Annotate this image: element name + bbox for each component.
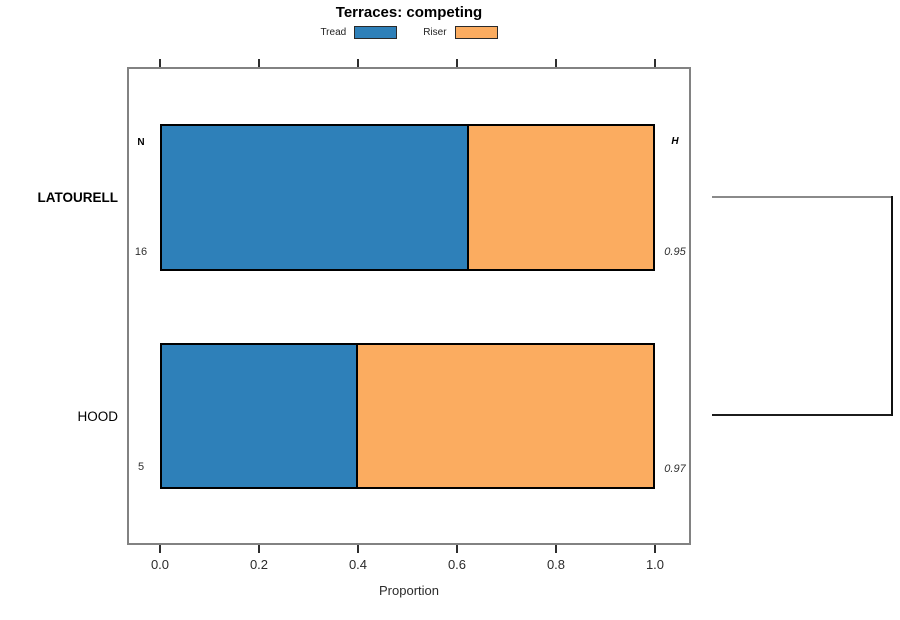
chart-title: Terraces: competing <box>335 4 483 21</box>
n-value-hood: 5 <box>137 461 145 473</box>
legend-label-tread: Tread <box>320 26 347 38</box>
x-tick-top-0.8 <box>555 59 557 67</box>
dendrogram-branch-latourell <box>712 196 893 198</box>
x-tick-label: 0.4 <box>348 557 368 572</box>
x-tick-bottom-0.0 <box>159 545 161 553</box>
legend-item-tread: Tread <box>320 25 398 39</box>
x-tick-label: 0.6 <box>447 557 467 572</box>
x-tick-top-0.0 <box>159 59 161 67</box>
h-value-latourell: 0.95 <box>664 246 686 258</box>
dendrogram-join-line <box>891 196 893 416</box>
bar-latourell-riser-segment <box>468 126 653 269</box>
legend-item-riser: Riser <box>423 25 498 39</box>
bar-latourell-tread-segment <box>162 126 469 269</box>
bar-hood-riser-segment <box>358 345 653 487</box>
dendrogram-branch-hood <box>712 414 893 416</box>
legend-label-riser: Riser <box>423 26 447 38</box>
n-value-latourell: 16 <box>134 246 148 258</box>
x-axis-title: Proportion <box>379 583 439 598</box>
category-label-latourell: LATOURELL <box>37 190 119 205</box>
x-tick-label: 0.0 <box>150 557 170 572</box>
h-value-hood: 0.97 <box>664 463 686 475</box>
x-tick-label: 0.8 <box>546 557 566 572</box>
x-tick-top-0.2 <box>258 59 260 67</box>
category-label-hood: HOOD <box>77 409 119 424</box>
x-tick-label: 1.0 <box>645 557 665 572</box>
n-column-header: N <box>137 137 145 148</box>
x-tick-bottom-1.0 <box>654 545 656 553</box>
h-column-header: H <box>671 136 679 147</box>
x-tick-top-0.6 <box>456 59 458 67</box>
x-tick-bottom-0.2 <box>258 545 260 553</box>
legend: Tread Riser <box>127 23 691 41</box>
bar-hood-tread-segment <box>162 345 359 487</box>
x-tick-bottom-0.8 <box>555 545 557 553</box>
legend-swatch-riser <box>454 25 498 39</box>
legend-swatch-tread <box>354 25 398 39</box>
bar-latourell <box>160 124 655 271</box>
x-tick-bottom-0.6 <box>456 545 458 553</box>
bar-hood <box>160 343 655 489</box>
x-tick-bottom-0.4 <box>357 545 359 553</box>
x-tick-top-1.0 <box>654 59 656 67</box>
x-tick-label: 0.2 <box>249 557 269 572</box>
x-tick-top-0.4 <box>357 59 359 67</box>
